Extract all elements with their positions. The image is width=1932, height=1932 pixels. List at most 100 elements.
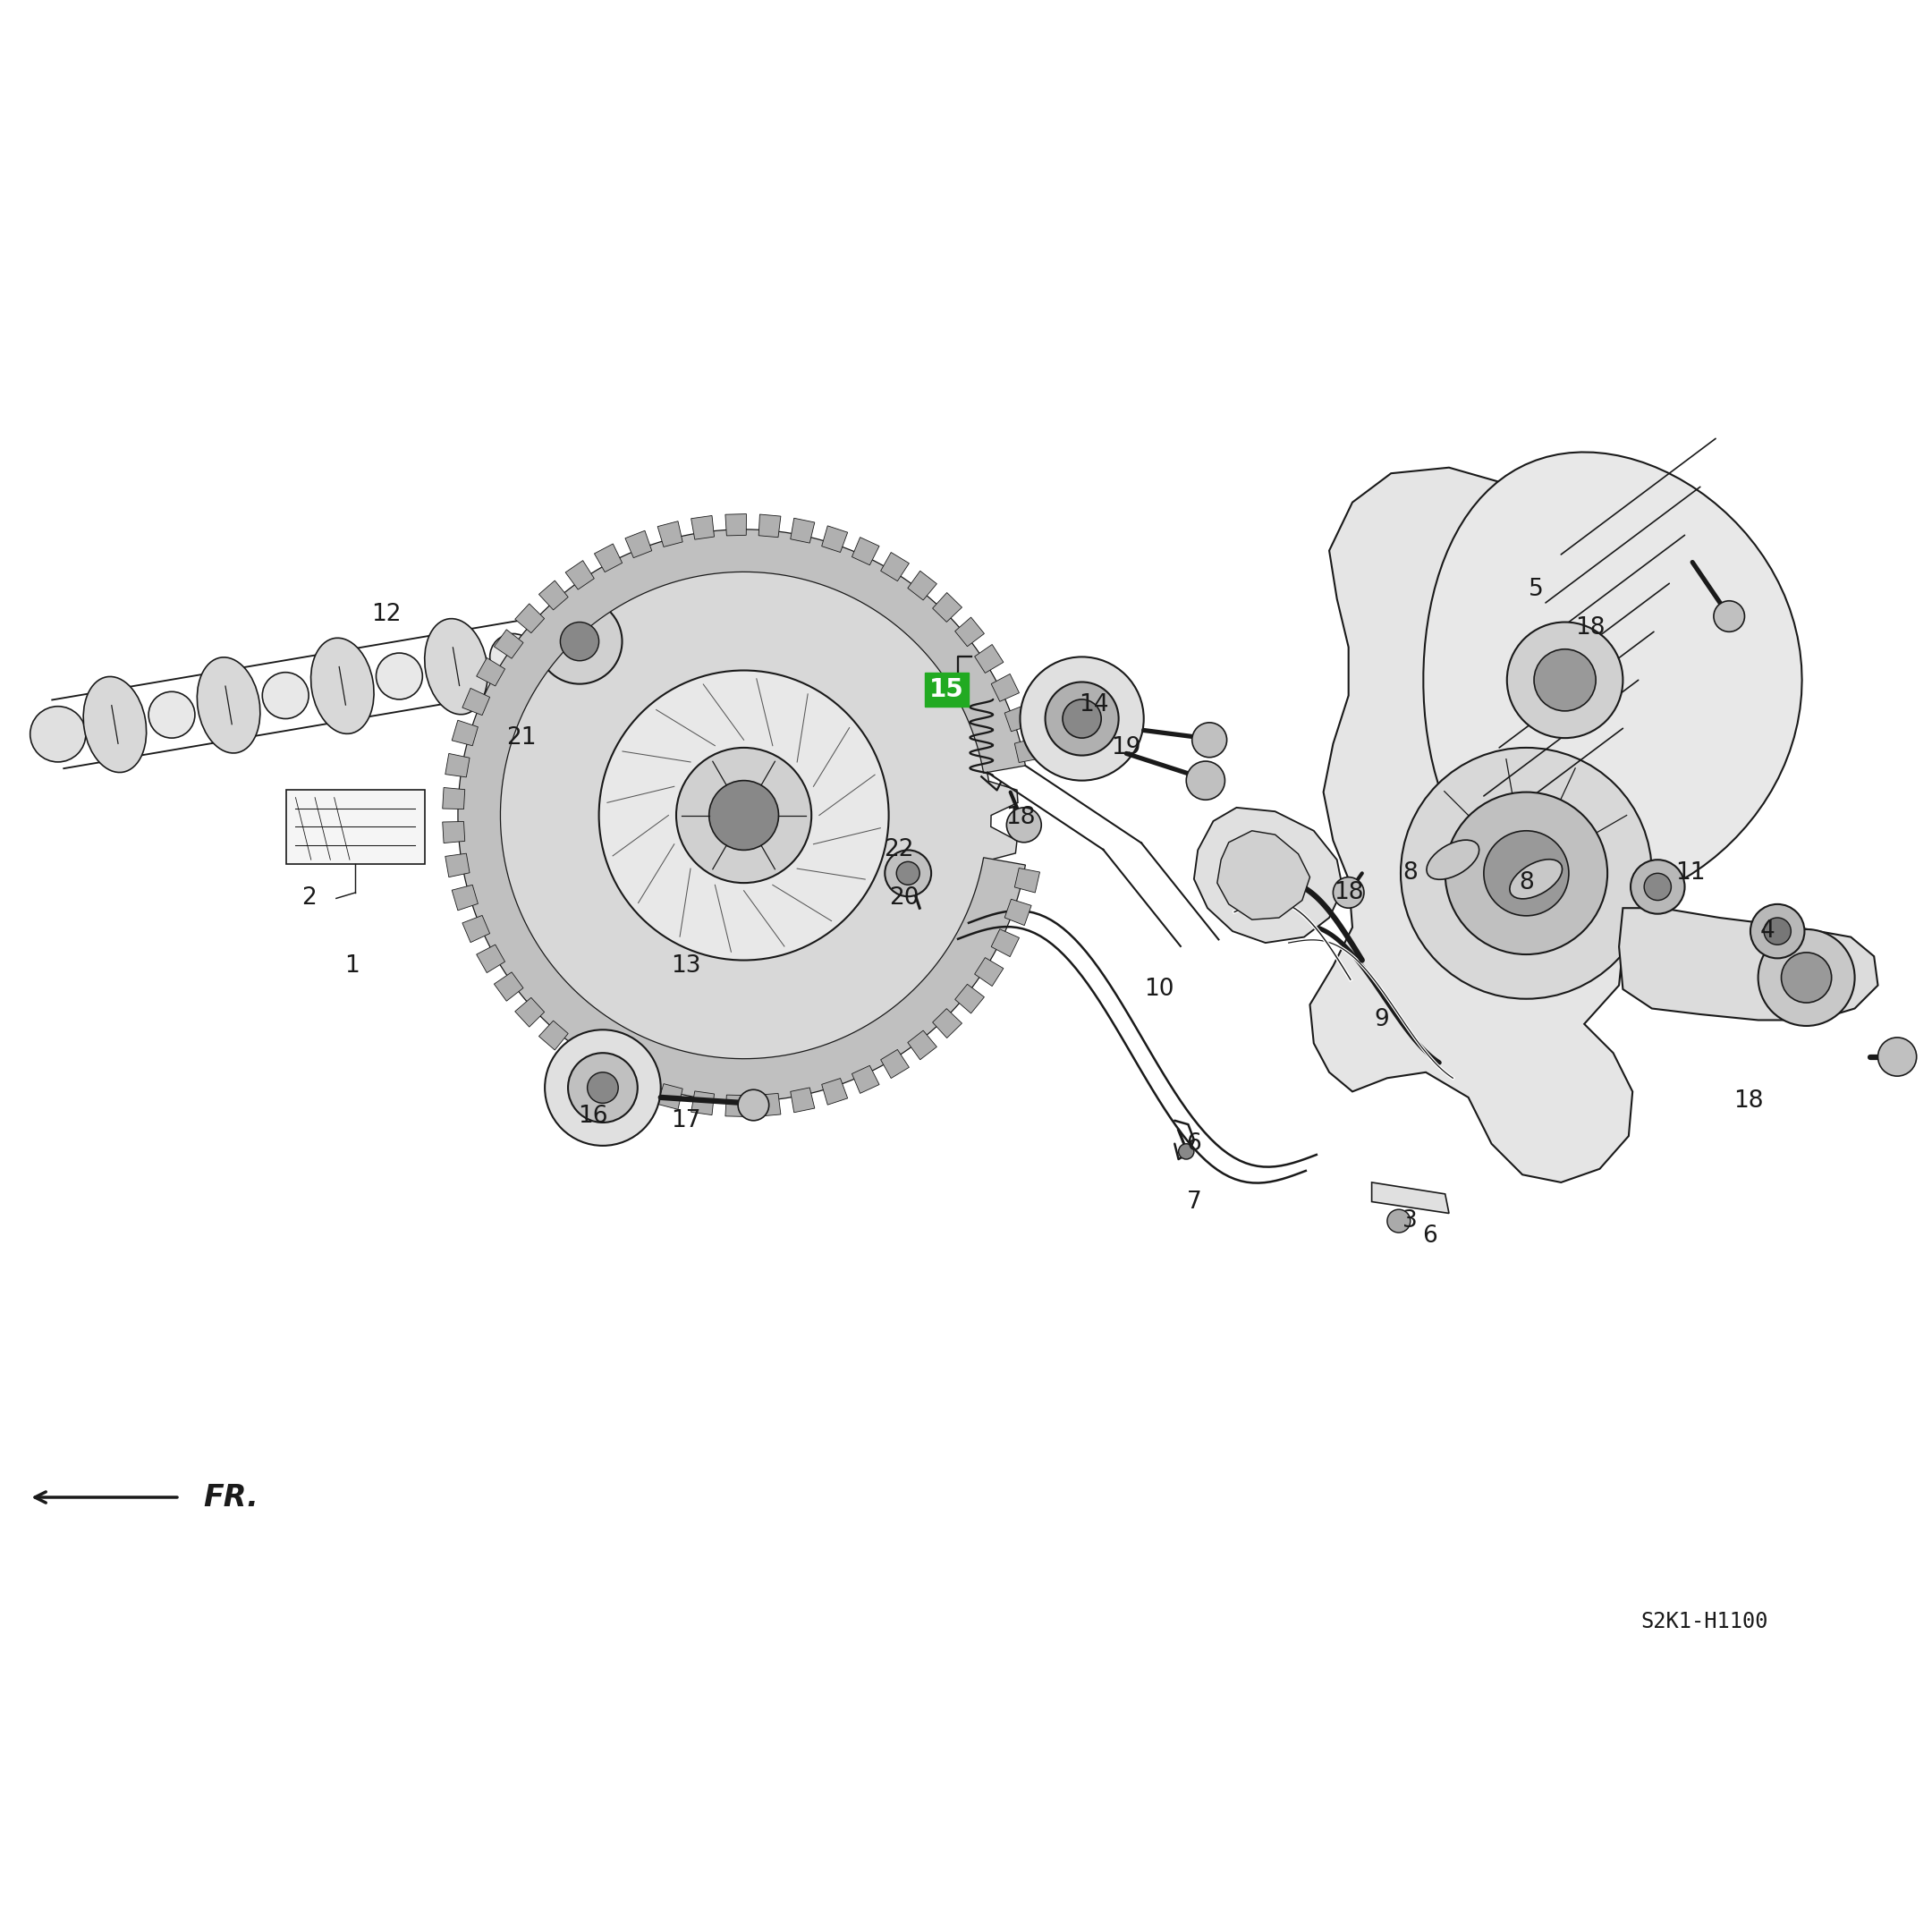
Polygon shape [954,983,983,1014]
Circle shape [1781,952,1832,1003]
Circle shape [1764,918,1791,945]
Text: 7: 7 [1186,1190,1202,1213]
Circle shape [738,1090,769,1121]
Polygon shape [1005,898,1032,925]
Polygon shape [477,657,504,686]
Polygon shape [1424,452,1803,908]
Polygon shape [908,570,937,601]
Text: 3: 3 [1403,1209,1418,1233]
Polygon shape [442,821,466,842]
Text: 9: 9 [1374,1009,1389,1032]
Circle shape [587,1072,618,1103]
Circle shape [1714,601,1745,632]
Polygon shape [1014,867,1039,893]
Text: 13: 13 [670,954,701,978]
Polygon shape [626,1072,651,1099]
Polygon shape [1014,738,1039,763]
Circle shape [545,1030,661,1146]
Circle shape [1644,873,1671,900]
Circle shape [1534,649,1596,711]
Polygon shape [821,1078,848,1105]
Text: 21: 21 [506,726,537,750]
Text: 19: 19 [1111,736,1142,759]
Circle shape [537,599,622,684]
Polygon shape [539,580,568,611]
Polygon shape [991,929,1020,956]
Ellipse shape [197,657,261,753]
Polygon shape [469,541,1018,1090]
Circle shape [263,672,309,719]
Text: 15: 15 [929,678,964,701]
Circle shape [1045,682,1119,755]
Polygon shape [626,531,651,558]
Polygon shape [595,543,622,572]
Polygon shape [881,1049,910,1078]
Circle shape [1445,792,1607,954]
Text: 8: 8 [1519,871,1534,895]
Circle shape [377,653,423,699]
Circle shape [599,670,889,960]
Circle shape [896,862,920,885]
Ellipse shape [311,638,375,734]
Text: 2: 2 [301,887,317,910]
Polygon shape [933,593,962,622]
Polygon shape [444,854,469,877]
Circle shape [560,622,599,661]
Text: 17: 17 [670,1109,701,1132]
Text: 1: 1 [344,954,359,978]
Circle shape [149,692,195,738]
Polygon shape [458,529,1026,1101]
Polygon shape [462,688,491,715]
Circle shape [568,1053,638,1122]
Text: 6: 6 [1186,1132,1202,1155]
Polygon shape [954,616,983,647]
Text: 20: 20 [889,887,920,910]
Circle shape [1333,877,1364,908]
Circle shape [1750,904,1804,958]
Polygon shape [881,553,910,582]
Circle shape [1063,699,1101,738]
Text: FR.: FR. [203,1482,259,1513]
Text: 8: 8 [1403,862,1418,885]
Polygon shape [821,526,848,553]
Text: 5: 5 [1528,578,1544,601]
Text: 6: 6 [1422,1225,1437,1248]
Polygon shape [566,1041,595,1070]
Text: 18: 18 [1575,616,1605,639]
Text: 18: 18 [1333,881,1364,904]
Ellipse shape [83,676,147,773]
Polygon shape [790,518,815,543]
Text: 14: 14 [1078,694,1109,717]
Polygon shape [852,537,879,564]
Polygon shape [1005,705,1032,732]
Polygon shape [974,645,1003,672]
Polygon shape [657,522,682,547]
Polygon shape [759,514,781,537]
Text: 22: 22 [883,838,914,862]
Polygon shape [442,788,466,810]
Polygon shape [1372,1182,1449,1213]
Polygon shape [1194,808,1343,943]
Polygon shape [444,753,469,777]
Polygon shape [477,945,504,974]
Text: 10: 10 [1144,978,1175,1001]
Polygon shape [908,1030,937,1061]
Polygon shape [595,1059,622,1088]
Circle shape [543,620,597,674]
Polygon shape [933,1009,962,1037]
Circle shape [1484,831,1569,916]
Circle shape [1631,860,1685,914]
Polygon shape [657,1084,682,1109]
Circle shape [1192,723,1227,757]
Text: 4: 4 [1760,920,1776,943]
Circle shape [491,634,537,680]
Polygon shape [759,1094,781,1117]
Polygon shape [1217,831,1310,920]
Polygon shape [991,674,1020,701]
Ellipse shape [425,618,487,715]
Polygon shape [692,516,715,539]
Polygon shape [452,885,477,910]
Circle shape [885,850,931,896]
Circle shape [1758,929,1855,1026]
Polygon shape [724,514,746,535]
